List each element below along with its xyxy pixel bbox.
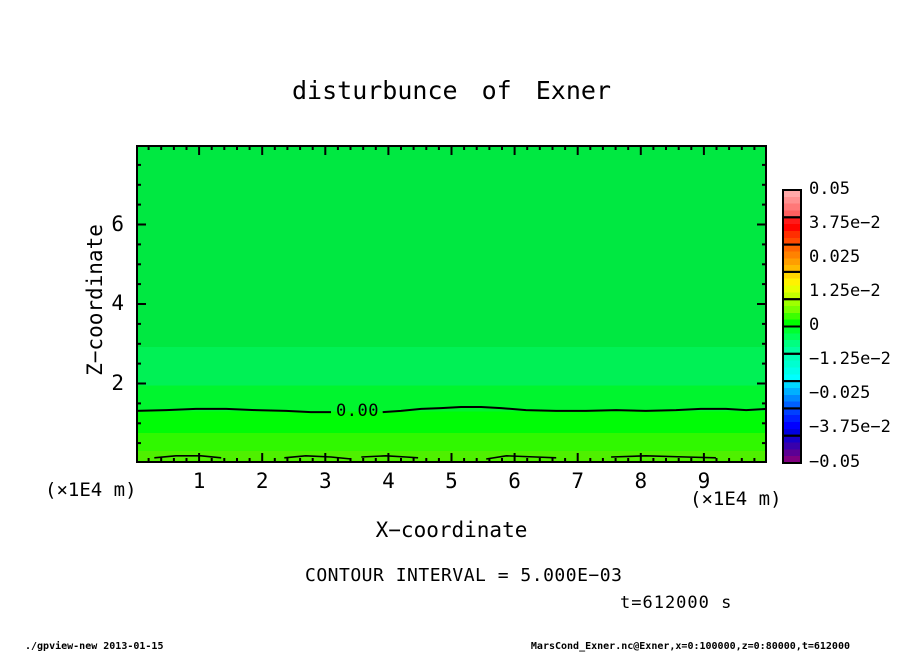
colorbar-strip bbox=[783, 360, 801, 368]
colorbar-strip bbox=[783, 306, 801, 314]
x-axis-tick-label: 4 bbox=[382, 469, 395, 493]
secondary-contour-line bbox=[154, 454, 222, 459]
colorbar-strip bbox=[783, 387, 801, 396]
fill-band bbox=[136, 346, 767, 386]
colorbar-strip bbox=[783, 312, 801, 321]
x-axis-tick-label: 5 bbox=[445, 469, 458, 493]
colorbar-strip bbox=[783, 442, 801, 450]
x-axis-tick-label: 9 bbox=[697, 469, 711, 493]
x-axis-tick-label: 7 bbox=[571, 469, 585, 493]
x-axis-tick-label: 8 bbox=[634, 469, 648, 493]
colorbar-strip bbox=[783, 244, 801, 252]
x-axis-title: X−coordinate bbox=[375, 518, 528, 542]
colorbar-strip bbox=[783, 367, 801, 375]
colorbar-strip bbox=[783, 258, 801, 266]
colorbar-strip bbox=[783, 353, 801, 362]
colorbar-strip bbox=[783, 333, 801, 341]
colorbar-strip bbox=[783, 408, 801, 416]
colorbar-strip bbox=[783, 415, 801, 423]
z-axis-tick-label: 2 bbox=[111, 370, 124, 395]
colorbar-tick-label: −1.25e−2 bbox=[809, 349, 891, 370]
colorbar-strip bbox=[783, 374, 801, 382]
secondary-contour-line bbox=[611, 454, 716, 459]
colorbar-tick-label: 0.025 bbox=[809, 246, 861, 267]
colorbar-strip bbox=[783, 326, 801, 334]
time-label: t=612000 s bbox=[620, 593, 733, 613]
colorbar-strip bbox=[783, 251, 801, 259]
z-axis-tick-label: 6 bbox=[111, 211, 124, 236]
colorbar-tick-label: 0.05 bbox=[809, 178, 850, 199]
colorbar-strip bbox=[783, 346, 801, 355]
colorbar-tick-label: 0 bbox=[809, 315, 820, 335]
colorbar-strip bbox=[783, 265, 801, 273]
colorbar-strip bbox=[783, 230, 801, 239]
x-axis-tick-label: 6 bbox=[508, 469, 521, 493]
colorbar-strip bbox=[783, 456, 801, 464]
colorbar-strip bbox=[783, 319, 801, 328]
x-axis-tick-label: 1 bbox=[192, 469, 206, 493]
secondary-contour-line bbox=[361, 454, 419, 459]
secondary-contour-line bbox=[284, 454, 352, 460]
colorbar-block-border bbox=[782, 434, 802, 464]
colorbar-strip bbox=[783, 422, 801, 430]
colorbar-strip bbox=[783, 381, 801, 389]
plot-border bbox=[136, 145, 767, 463]
colorbar-tick-label: −0.025 bbox=[809, 383, 871, 404]
colorbar-strip bbox=[783, 299, 801, 307]
contour-plot bbox=[136, 145, 767, 463]
colorbar-strip bbox=[783, 271, 801, 280]
fill-band bbox=[136, 432, 767, 452]
colorbar-strip bbox=[783, 340, 801, 348]
colorbar-strip bbox=[783, 196, 801, 205]
plot-title: disturbunce of Exner bbox=[291, 76, 612, 105]
x-axis-unit-label: (×1E4 m) bbox=[690, 488, 782, 510]
colorbar-strip bbox=[783, 278, 801, 287]
colorbar-strip bbox=[783, 428, 801, 437]
colorbar-strip bbox=[783, 394, 801, 403]
colorbar-tick-label: 3.75e−2 bbox=[809, 212, 881, 233]
z-axis-unit-label: (×1E4 m) bbox=[45, 479, 137, 501]
zero-contour-label: 0.00 bbox=[336, 401, 379, 421]
colorbar-strip bbox=[783, 292, 801, 300]
zero-contour-line bbox=[382, 406, 767, 414]
zero-contour-line bbox=[136, 407, 331, 414]
colorbar-strip bbox=[783, 449, 801, 457]
colorbar-strip bbox=[783, 210, 801, 218]
colorbar-strip bbox=[783, 217, 801, 225]
colorbar-tick-label: 1.25e−2 bbox=[809, 280, 881, 301]
colorbar-strip bbox=[783, 224, 801, 232]
x-axis-tick-label: 2 bbox=[255, 469, 269, 493]
colorbar bbox=[782, 189, 802, 464]
fill-band bbox=[136, 411, 767, 433]
colorbar-strip bbox=[783, 237, 801, 246]
x-axis-tick-label: 3 bbox=[318, 469, 332, 493]
colorbar-strip bbox=[783, 190, 801, 198]
colorbar-strip bbox=[783, 401, 801, 409]
fill-band bbox=[136, 145, 767, 347]
plot-area: 0.00 bbox=[136, 145, 767, 463]
colorbar-strip bbox=[783, 435, 801, 444]
colorbar-tick-label: −0.05 bbox=[809, 451, 861, 472]
z-axis-tick-label: 4 bbox=[111, 291, 124, 315]
footer-command-text: ./gpview-new 2013-01-15 bbox=[25, 641, 164, 652]
footer-dataset-text: MarsCond_Exner.nc@Exner,x=0:100000,z=0:8… bbox=[530, 641, 850, 652]
colorbar-strip bbox=[783, 203, 801, 211]
contour-interval-label: CONTOUR INTERVAL = 5.000E−03 bbox=[305, 565, 623, 586]
colorbar-tick-label: −3.75e−2 bbox=[809, 417, 891, 438]
colorbar-strip bbox=[783, 285, 801, 293]
secondary-contour-line bbox=[486, 454, 557, 460]
